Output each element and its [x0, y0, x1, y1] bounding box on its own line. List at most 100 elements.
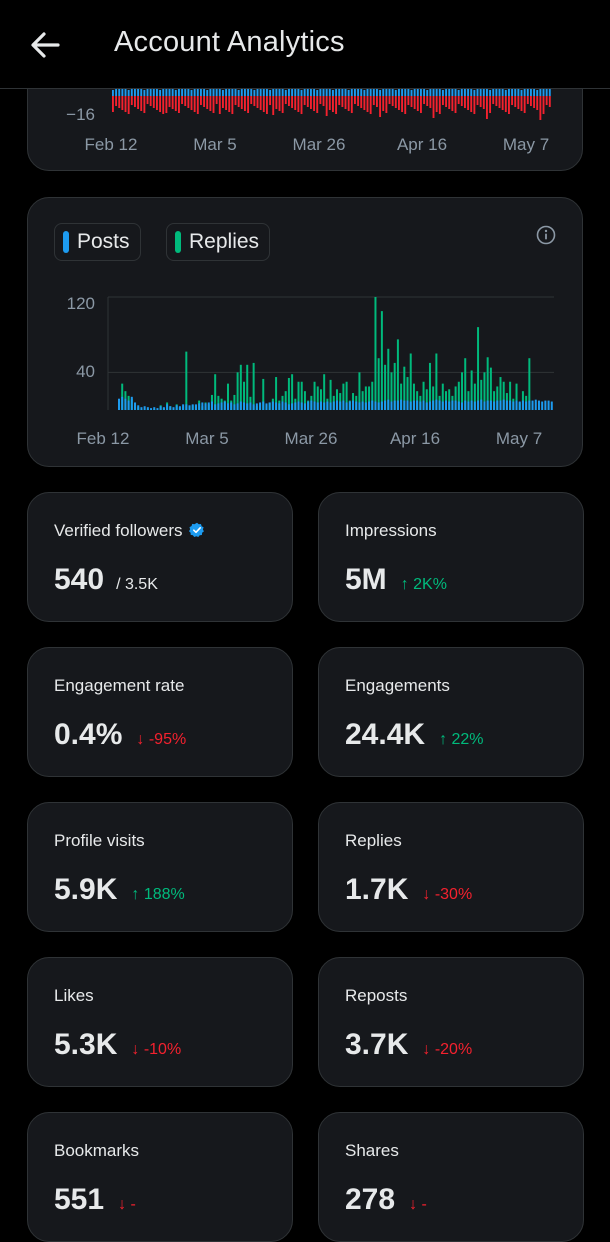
- gain-bar: [121, 89, 124, 96]
- gain-bar: [423, 87, 426, 96]
- loss-bar: [319, 96, 322, 104]
- gain-bar: [140, 87, 143, 96]
- gain-bar: [457, 90, 460, 96]
- legend-replies-toggle[interactable]: Replies: [166, 223, 271, 261]
- loss-bar: [335, 96, 338, 114]
- gain-bar: [313, 87, 316, 96]
- gain-bar: [413, 88, 416, 96]
- gain-bar: [325, 89, 328, 96]
- gain-bar: [269, 90, 272, 96]
- loss-bar: [159, 96, 162, 112]
- verified-badge-icon: [188, 522, 204, 537]
- replies-bar: [396, 339, 399, 410]
- gain-bar: [303, 88, 306, 96]
- stat-card-engagements[interactable]: Engagements 24.4K ↑ 22%: [318, 647, 584, 777]
- replies-bar: [528, 358, 531, 410]
- replies-bar: [499, 377, 502, 410]
- legend-posts-label: Posts: [77, 230, 130, 253]
- posts-bar: [403, 400, 406, 410]
- posts-bar: [137, 405, 140, 410]
- loss-bar: [482, 96, 485, 109]
- posts-bar: [380, 401, 383, 410]
- gain-bar: [259, 86, 262, 96]
- posts-bar: [316, 402, 319, 410]
- stat-card-replies[interactable]: Replies 1.7K ↓ -30%: [318, 802, 584, 932]
- gain-bar: [498, 89, 501, 96]
- stat-card-likes[interactable]: Likes 5.3K ↓ -10%: [27, 957, 293, 1087]
- loss-bar: [451, 96, 454, 111]
- loss-bar: [385, 96, 388, 113]
- loss-bar: [539, 96, 542, 120]
- posts-bar: [246, 403, 249, 410]
- posts-bar: [188, 405, 191, 410]
- gain-bar: [294, 89, 297, 96]
- stat-card-profile-visits[interactable]: Profile visits 5.9K ↑ 188%: [27, 802, 293, 932]
- posts-bar: [313, 401, 316, 410]
- stat-card-impressions[interactable]: Impressions 5M ↑ 2K%: [318, 492, 584, 622]
- loss-bar: [250, 96, 253, 104]
- posts-bar: [172, 407, 175, 410]
- stat-label: Likes: [54, 986, 94, 1005]
- posts-bar: [166, 404, 169, 410]
- gain-bar: [281, 87, 284, 96]
- replies-bar: [303, 391, 306, 410]
- gain-bar: [288, 88, 290, 96]
- info-icon[interactable]: [536, 225, 556, 245]
- posts-bar: [281, 401, 284, 410]
- loss-bar: [382, 96, 385, 111]
- posts-bar: [191, 404, 194, 410]
- loss-bar: [256, 96, 259, 108]
- posts-bar: [348, 401, 351, 410]
- gain-bar: [127, 90, 130, 96]
- posts-bar: [255, 403, 258, 410]
- stat-label: Shares: [345, 1141, 399, 1160]
- x-tick-label: Mar 26: [284, 429, 338, 448]
- replies-bar: [121, 383, 124, 410]
- stat-card-engagement-rate[interactable]: Engagement rate 0.4% ↓ -95%: [27, 647, 293, 777]
- posts-bar: [300, 402, 303, 410]
- loss-bar: [467, 96, 470, 110]
- posts-bar: [419, 401, 422, 410]
- posts-bar: [169, 406, 172, 410]
- loss-bar: [526, 96, 529, 104]
- posts-bar: [493, 401, 496, 410]
- stat-card-reposts[interactable]: Reposts 3.7K ↓ -20%: [318, 957, 584, 1087]
- replies-bar: [380, 311, 383, 410]
- posts-bar: [547, 400, 550, 410]
- stat-card-shares[interactable]: Shares 278 ↓ -: [318, 1112, 584, 1242]
- loss-bar: [322, 96, 325, 106]
- posts-bar: [194, 404, 197, 410]
- gain-bar: [256, 88, 259, 96]
- stat-value: 5.9K ↑ 188%: [54, 873, 185, 906]
- posts-bar: [525, 401, 528, 410]
- replies-bar: [214, 374, 217, 410]
- arrow-left-icon[interactable]: [28, 28, 62, 62]
- posts-bar: [531, 400, 534, 410]
- stat-label: Profile visits: [54, 831, 145, 850]
- legend-posts-toggle[interactable]: Posts: [54, 223, 141, 261]
- gain-bar: [504, 90, 507, 96]
- gain-bar: [187, 87, 190, 96]
- posts-bar: [512, 401, 515, 410]
- gain-bar: [492, 88, 495, 96]
- loss-bar: [228, 96, 231, 112]
- loss-bar: [514, 96, 517, 107]
- loss-bar: [297, 96, 300, 112]
- loss-bar: [225, 96, 228, 110]
- loss-bar: [445, 96, 448, 107]
- loss-bar: [548, 96, 551, 107]
- loss-bar: [244, 96, 246, 111]
- stat-card-verified-followers[interactable]: Verified followers 540/ 3.5K: [27, 492, 293, 622]
- posts-bar: [297, 401, 300, 410]
- gain-bar: [388, 89, 391, 96]
- replies-bar: [406, 377, 409, 410]
- loss-bar: [442, 96, 444, 105]
- replies-bar: [483, 372, 486, 410]
- stat-delta: ↑ 22%: [439, 731, 484, 748]
- stat-card-bookmarks[interactable]: Bookmarks 551 ↓ -: [27, 1112, 293, 1242]
- loss-bar: [291, 96, 294, 108]
- posts-bar: [121, 396, 124, 410]
- loss-bar: [115, 96, 118, 106]
- loss-bar: [413, 96, 416, 109]
- posts-bar: [336, 400, 338, 410]
